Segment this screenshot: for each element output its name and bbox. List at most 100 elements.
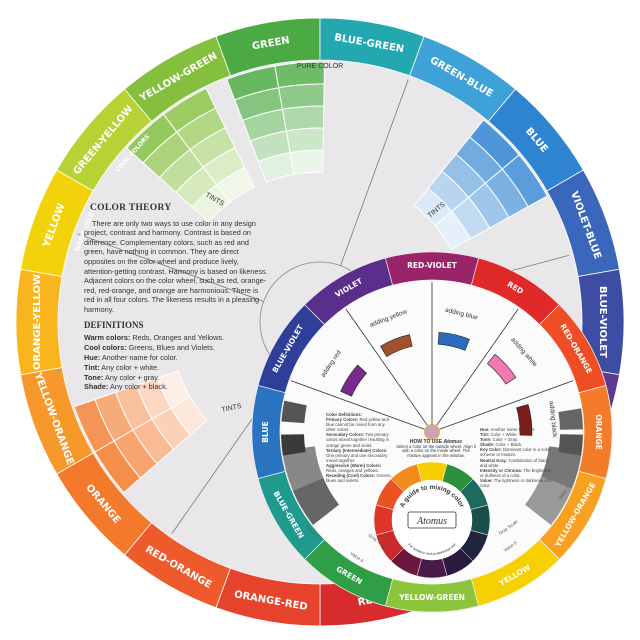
tint-swatch [501,154,549,208]
mix-window [437,331,470,351]
terms-definitions-block: Hue: Another name for color. Tint: Color … [480,427,552,488]
small-wheel-segment [539,304,607,394]
definition-item: Hue: Another name for color. [84,353,256,363]
gray-scale-swatch [291,476,340,525]
gray-scale-swatch [281,434,306,456]
gray-scale-swatch [540,446,582,492]
spoke-line [290,380,425,430]
definition-term: Aggressive (Warm) Colors: [326,462,382,468]
term-definition-item: Key Color: Dominant color in a color sch… [480,447,552,457]
definition-text: One primary and one secondary mixed toge… [326,452,388,463]
pivot-rivet [424,424,440,440]
color-theory-title: COLOR THEORY [90,203,172,213]
definition-term: Hue: [480,427,490,432]
definition-text: Any color + gray. [104,372,160,382]
term-definition-item: Hue: Another name for color. [480,427,552,432]
tint-swatch [274,61,326,89]
definition-text: Reds, oranges and yellows. [326,468,379,474]
definition-term: Primary Colors: [326,417,359,423]
color-definition-item: Color Definitions: [326,412,392,417]
mix-window [340,364,368,397]
definition-term: Tint: [84,362,100,372]
term-definition-item: Intensity or Chroma: The brightness or d… [480,468,552,478]
definition-term: Key Color: [480,447,502,453]
definition-text: Another name for color. [490,427,536,432]
small-wheel-segment-label: YELLOW-GREEN [398,593,465,602]
definition-item: Warm colors: Reds, Oranges and Yellows. [84,333,256,343]
divider-line [77,233,264,302]
divider-line [340,79,409,266]
gray-scale-swatch [558,434,583,456]
spoke-line [439,380,574,430]
definition-text: Any color + white. [101,362,160,372]
definition-item: Tint: Any color + white. [84,363,256,373]
mixing-center [392,480,472,560]
how-to-text: Select a color on the outside wheel. Ali… [396,443,476,458]
definition-term: Shade: [84,382,109,392]
big-wheel-segment-label: BLUE-VIOLET [597,286,608,358]
term-definition-item: Neutral Gray: Combination of black and w… [480,458,552,468]
gray-scale-swatch [558,408,583,430]
color-theory-body: There are only two ways to use color in … [84,218,268,314]
definition-text: Dominant color in a color scheme or mixt… [480,447,551,458]
definition-term: Secondary Colors: [326,432,365,438]
how-to-brand: Atomus [443,439,463,445]
definition-text: Any color + black. [109,382,168,392]
definition-text: Another name for color. [101,352,178,362]
term-definition-item: Value: The lightness or darkness of a co… [480,478,552,488]
color-theory-text: COLOR THEORY There are only two ways to … [84,203,270,315]
tint-swatch [281,105,325,132]
definition-term: Intensity or Chroma: [480,467,523,473]
how-to-title: HOW TO USE [409,439,443,445]
left-text-column: COLOR THEORY There are only two ways to … [84,203,270,392]
brand-logo-box [407,511,457,529]
mixing-ring-segment [373,504,394,536]
definition-item: Shade: Any color + black. [84,382,256,392]
color-definition-item: Primary Colors: Red yellow and blue cann… [326,417,392,432]
definition-text: Greens, blues and violets. [326,473,392,484]
definition-text: The lightness or darkness of a color. [480,477,552,489]
mixing-ring-segment [470,504,491,536]
big-wheel-segment [124,35,231,122]
tint-swatch [162,87,217,133]
brand-logo: Atomus [416,516,447,527]
tint-swatch [73,398,115,453]
definition-term: Tint: [480,432,490,438]
mix-window [516,404,533,436]
definition-term: Tone: [480,437,492,443]
color-definitions-block: Color Definitions: Primary Colors: Red y… [326,412,392,483]
tint-swatch [278,83,325,110]
definition-text: Color + White. [490,432,518,438]
definition-text: Color + Gray. [492,437,518,443]
definition-text: Combination of black and white. [480,457,549,468]
definition-item: Tone: Any color + gray. [84,373,256,383]
spoke-line [345,308,428,426]
color-definition-item: Tertiary (Intermediate) Colors: One prim… [326,448,392,463]
mix-window [486,353,517,385]
mix-window [380,334,413,357]
tint-swatch [285,127,324,154]
color-definition-item: Secondary Colors: Two primary colors mix… [326,432,392,447]
small-wheel-segment-label: ORANGE [594,414,603,450]
term-definition-item: Tone: Color + Gray. [480,437,552,442]
definition-term: Color Definitions: [326,412,363,417]
definition-term: Shade: [480,442,495,448]
gray-scale-swatch [282,446,324,492]
adding-label: adding black [547,401,558,439]
definitions-title: DEFINITIONS [84,319,144,330]
how-to-use-block: HOW TO USE Atomus Select a color on the … [396,440,476,458]
tints-label: TINTS [221,403,243,414]
definition-term: Cool colors: [84,343,127,353]
definition-term: Neutral Gray: [480,457,508,463]
definition-term: Hue: [84,352,101,362]
mixing-ring-segment [416,461,448,482]
small-wheel-segment-label: BLUE [261,421,270,442]
color-definition-item: Receding (Cool) Colors: Greens, blues an… [326,473,392,483]
definition-term: Value: [480,477,493,483]
definition-item: Cool colors: Greens, Blues and Violets. [84,343,256,353]
term-definition-item: Tint: Color + White. [480,432,552,437]
tint-swatch [289,149,324,175]
mixing-ring-segment [416,558,448,579]
